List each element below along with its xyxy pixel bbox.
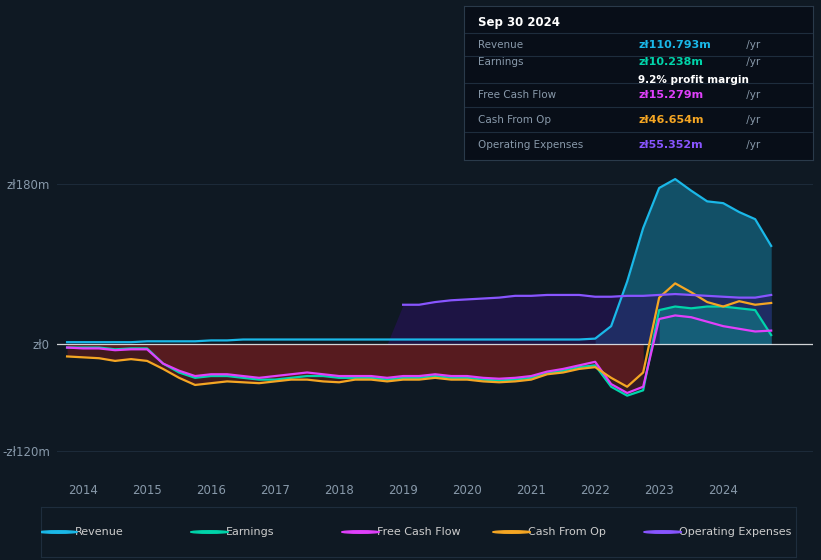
Text: /yr: /yr bbox=[743, 115, 760, 124]
Text: 9.2% profit margin: 9.2% profit margin bbox=[639, 75, 750, 85]
Text: Free Cash Flow: Free Cash Flow bbox=[377, 527, 461, 537]
Text: /yr: /yr bbox=[743, 57, 760, 67]
Text: Revenue: Revenue bbox=[75, 527, 124, 537]
Text: Free Cash Flow: Free Cash Flow bbox=[478, 90, 556, 100]
Text: zł15.279m: zł15.279m bbox=[639, 90, 704, 100]
Text: /yr: /yr bbox=[743, 90, 760, 100]
Circle shape bbox=[39, 531, 77, 533]
Text: zł10.238m: zł10.238m bbox=[639, 57, 704, 67]
Text: Operating Expenses: Operating Expenses bbox=[478, 140, 583, 150]
Text: Revenue: Revenue bbox=[478, 40, 523, 50]
Text: zł46.654m: zł46.654m bbox=[639, 115, 704, 124]
Text: Cash From Op: Cash From Op bbox=[478, 115, 551, 124]
Text: Earnings: Earnings bbox=[226, 527, 274, 537]
Circle shape bbox=[342, 531, 379, 533]
Text: Operating Expenses: Operating Expenses bbox=[679, 527, 791, 537]
Circle shape bbox=[190, 531, 228, 533]
Text: zł55.352m: zł55.352m bbox=[639, 140, 703, 150]
Text: /yr: /yr bbox=[743, 40, 760, 50]
Circle shape bbox=[644, 531, 681, 533]
Text: zł110.793m: zł110.793m bbox=[639, 40, 711, 50]
Text: /yr: /yr bbox=[743, 140, 760, 150]
Text: Earnings: Earnings bbox=[478, 57, 523, 67]
Circle shape bbox=[493, 531, 530, 533]
Text: Sep 30 2024: Sep 30 2024 bbox=[478, 16, 560, 29]
Text: Cash From Op: Cash From Op bbox=[528, 527, 606, 537]
